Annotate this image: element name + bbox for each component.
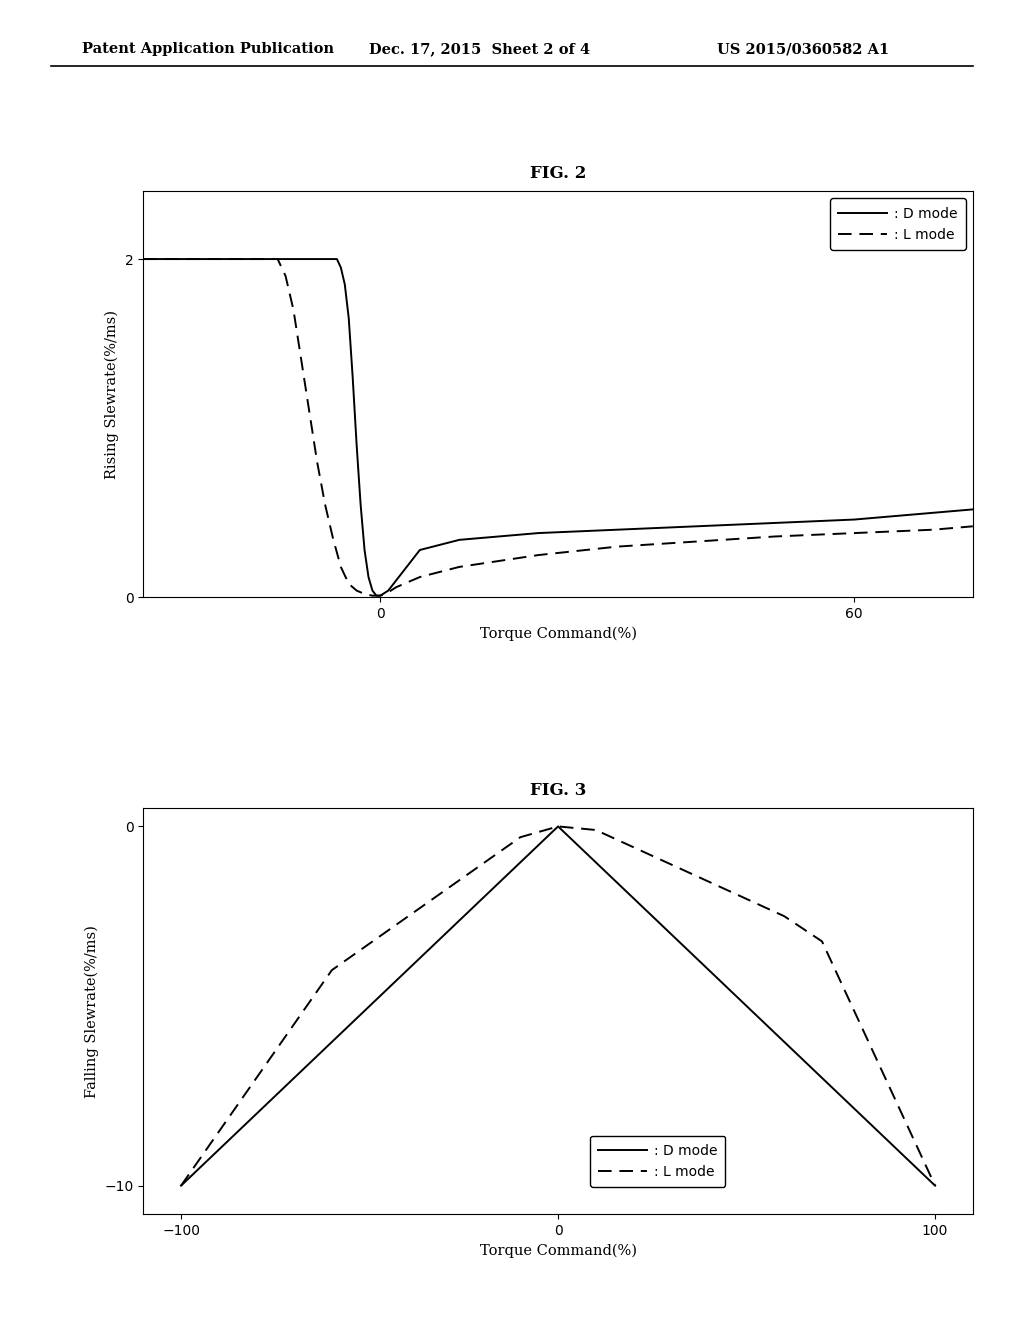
Text: US 2015/0360582 A1: US 2015/0360582 A1 bbox=[717, 42, 889, 57]
X-axis label: Torque Command(%): Torque Command(%) bbox=[479, 1243, 637, 1258]
X-axis label: Torque Command(%): Torque Command(%) bbox=[479, 627, 637, 642]
Y-axis label: Falling Slewrate(%/ms): Falling Slewrate(%/ms) bbox=[84, 925, 99, 1098]
Text: Patent Application Publication: Patent Application Publication bbox=[82, 42, 334, 57]
Title: FIG. 3: FIG. 3 bbox=[529, 781, 587, 799]
Legend: : D mode, : L mode: : D mode, : L mode bbox=[830, 198, 966, 249]
Legend: : D mode, : L mode: : D mode, : L mode bbox=[590, 1135, 725, 1187]
Y-axis label: Rising Slewrate(%/ms): Rising Slewrate(%/ms) bbox=[104, 310, 120, 479]
Title: FIG. 2: FIG. 2 bbox=[529, 165, 587, 182]
Text: Dec. 17, 2015  Sheet 2 of 4: Dec. 17, 2015 Sheet 2 of 4 bbox=[369, 42, 590, 57]
